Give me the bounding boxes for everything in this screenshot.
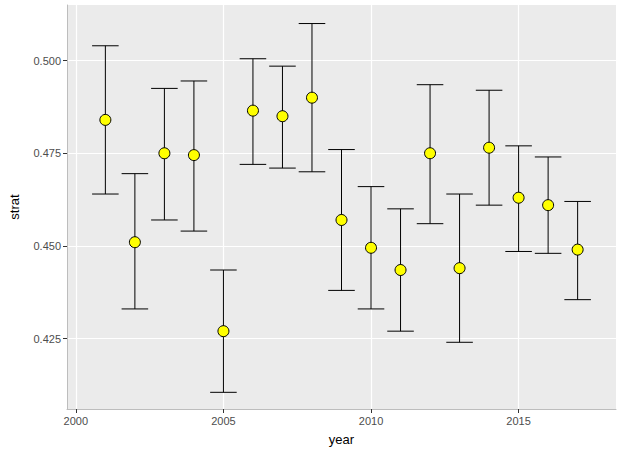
svg-text:0.500: 0.500 [33,55,61,67]
svg-text:2005: 2005 [211,415,235,427]
svg-text:0.425: 0.425 [33,333,61,345]
svg-text:0.450: 0.450 [33,240,61,252]
svg-text:strat: strat [7,194,22,220]
svg-text:0.475: 0.475 [33,147,61,159]
svg-text:year: year [329,432,355,447]
svg-text:2015: 2015 [506,415,530,427]
svg-text:2010: 2010 [359,415,383,427]
svg-text:2000: 2000 [64,415,88,427]
